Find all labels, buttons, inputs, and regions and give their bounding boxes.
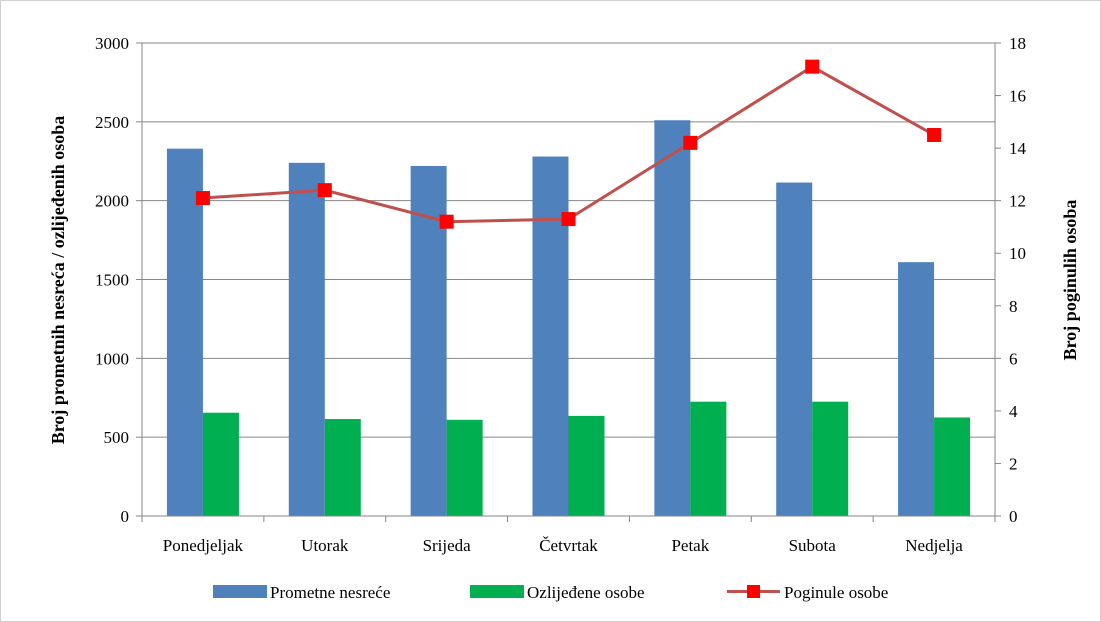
bars (166, 120, 971, 517)
y-right-tick-label: 12 (1009, 192, 1026, 211)
bar-ozlije-ene-osobe-ponedjeljak (202, 412, 239, 516)
x-tick-label-ponedjeljak: Ponedjeljak (163, 536, 244, 555)
tick-labels: 0 500 1000 1500 2000 2500 3000 0 2 4 6 8 10 12 14 16 18 P… (95, 34, 1027, 555)
legend-label-poginule-osobe: Poginule osobe (784, 583, 888, 602)
marker-poginule-osobe-subota (805, 59, 820, 74)
y-right-tick-label: 16 (1009, 87, 1026, 106)
x-tick-label-srijeda: Srijeda (423, 536, 472, 555)
legend-label-ozlijedene-osobe: Ozlijeđene osobe (527, 583, 645, 602)
legend: Prometne nesreće Ozlijeđene osobe Poginu… (213, 583, 888, 602)
marker-poginule-osobe-nedjelja (927, 127, 942, 142)
y-axis-left-title: Broj prometnih nesreća / ozlijeđenih oso… (48, 116, 68, 445)
y-right-tick-label: 6 (1009, 349, 1018, 368)
y-right-tick-label: 14 (1009, 139, 1027, 158)
y-right-tick-label: 2 (1009, 454, 1018, 473)
y-left-tick-label: 3000 (95, 34, 129, 53)
y-right-tick-label: 4 (1009, 402, 1018, 421)
bar-prometne-nesrece-cetvrtak (532, 156, 569, 516)
y-right-tick-label: 18 (1009, 34, 1026, 53)
y-left-tick-label: 1000 (95, 349, 129, 368)
y-right-tick-label: 0 (1009, 507, 1018, 526)
y-axis-right-title: Broj poginulih osoba (1060, 200, 1080, 361)
x-tick-label-subota: Subota (789, 536, 837, 555)
bar-ozlije-ene-osobe-srijeda (446, 419, 483, 516)
y-left-tick-label: 1500 (95, 271, 129, 290)
gridlines (142, 42, 995, 438)
marker-poginule-osobe-srijeda (439, 214, 454, 229)
bar-prometne-nesrece-ponedjeljak (166, 148, 203, 517)
y-right-tick-label: 8 (1009, 297, 1018, 316)
y-left-tick-label: 2500 (95, 113, 129, 132)
y-right-tick-label: 10 (1009, 244, 1026, 263)
bar-prometne-nesrece-subota (776, 182, 813, 516)
fatalities-line (195, 59, 942, 229)
marker-poginule-osobe-utorak (317, 183, 332, 198)
axes (136, 42, 1001, 522)
legend-swatch-prometne-nesrece (213, 585, 267, 598)
bar-prometne-nesrece-utorak (288, 162, 325, 516)
legend-swatch-ozlijedene-osobe (470, 585, 524, 598)
bar-prometne-nesrece-petak (654, 120, 691, 517)
bar-ozlije-ene-osobe-subota (812, 401, 849, 516)
bar-prometne-nesrece-nedjelja (898, 262, 935, 516)
bar-ozlije-ene-osobe-cetvrtak (568, 415, 605, 516)
x-tick-label-petak: Petak (671, 536, 709, 555)
legend-marker-poginule-osobe (747, 585, 760, 598)
marker-poginule-osobe-cetvrtak (561, 212, 576, 227)
marker-poginule-osobe-ponedjeljak (195, 191, 210, 206)
y-left-tick-label: 2000 (95, 192, 129, 211)
x-tick-label-nedjelja: Nedjelja (905, 536, 963, 555)
y-left-tick-label: 0 (121, 507, 130, 526)
x-tick-label-cetvrtak: Četvrtak (539, 536, 598, 555)
marker-poginule-osobe-petak (683, 135, 698, 150)
bar-ozlije-ene-osobe-nedjelja (934, 417, 971, 516)
x-tick-label-utorak: Utorak (301, 536, 349, 555)
y-left-tick-label: 500 (104, 428, 130, 447)
bar-ozlije-ene-osobe-petak (690, 401, 727, 516)
bar-ozlije-ene-osobe-utorak (324, 419, 361, 516)
legend-label-prometne-nesrece: Prometne nesreće (270, 583, 390, 602)
